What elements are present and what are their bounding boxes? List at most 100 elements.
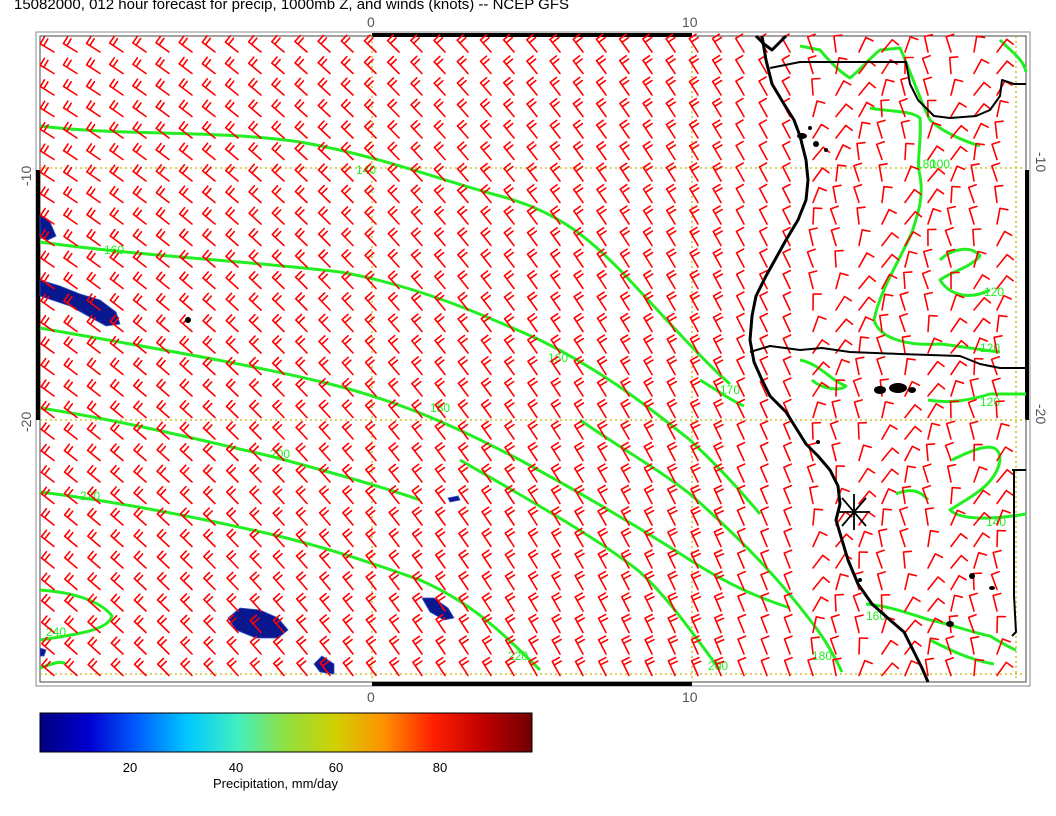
wind-barb — [224, 77, 239, 96]
wind-barb — [248, 356, 262, 376]
wind-barb — [690, 613, 702, 634]
wind-barb — [479, 98, 492, 118]
wind-barb — [950, 380, 965, 397]
wind-barb — [155, 292, 170, 311]
wind-barb — [39, 207, 55, 225]
wind-barb — [620, 377, 631, 397]
wind-barb — [642, 226, 654, 247]
wind-barb — [904, 640, 922, 655]
wind-barb — [688, 162, 700, 182]
wind-barb — [202, 357, 216, 376]
wind-barb — [317, 120, 331, 139]
wind-barb — [619, 205, 630, 225]
wind-barb — [249, 442, 262, 462]
wind-barb — [179, 485, 193, 505]
wind-barb — [388, 485, 400, 505]
wind-barb — [666, 420, 678, 440]
wind-barb — [225, 249, 239, 268]
wind-barb — [318, 399, 331, 419]
wind-barb — [62, 78, 78, 96]
wind-barb — [950, 574, 967, 591]
wind-barbs — [39, 33, 1015, 677]
wind-barb — [858, 275, 877, 290]
wind-barb — [783, 484, 793, 505]
wind-barb — [735, 140, 745, 161]
wind-barb — [108, 35, 124, 53]
wind-barb — [480, 420, 492, 440]
wind-barb — [410, 248, 423, 268]
wind-barb — [713, 463, 724, 483]
wind-barb — [319, 635, 331, 655]
wind-barb — [40, 465, 55, 483]
wind-barb — [620, 570, 632, 591]
wind-barb — [388, 420, 400, 440]
wind-barb — [248, 271, 262, 290]
wind-barb — [758, 205, 768, 225]
wind-barb — [271, 34, 285, 53]
wind-barb — [480, 248, 492, 268]
wind-barb — [551, 613, 562, 634]
wind-barb — [317, 77, 331, 96]
wind-barb — [950, 145, 968, 161]
precip-blob-3 — [227, 607, 289, 639]
wind-barb — [835, 124, 853, 139]
wind-barb — [573, 205, 584, 225]
wind-barb — [109, 228, 124, 247]
wind-barb — [901, 485, 912, 505]
wind-barb — [927, 167, 946, 182]
wind-barb — [666, 484, 678, 505]
wind-barb — [619, 119, 630, 139]
precip-blob-6 — [447, 495, 461, 503]
wind-barb — [133, 593, 147, 612]
wind-barb — [411, 549, 423, 569]
wind-barb — [737, 570, 746, 591]
wind-barb — [551, 549, 562, 569]
wind-barb — [527, 334, 538, 354]
wind-barb — [340, 184, 354, 204]
wind-barb — [110, 486, 124, 505]
contour-label-100: 100 — [930, 157, 950, 171]
wind-barb — [688, 54, 699, 75]
contour-240 — [39, 588, 114, 642]
wind-barb — [666, 398, 678, 419]
wind-barb — [782, 291, 792, 311]
wind-barb — [272, 421, 285, 440]
wind-barb — [364, 270, 377, 290]
wind-barb — [434, 313, 446, 333]
wind-barb — [881, 401, 894, 419]
wind-barb — [596, 162, 607, 182]
wind-barb — [903, 271, 913, 290]
wind-barb — [132, 99, 147, 118]
wind-barb — [179, 571, 193, 591]
wind-barb — [295, 442, 308, 462]
wind-barb — [272, 485, 285, 505]
wind-barb — [133, 636, 147, 655]
wind-barb — [759, 248, 768, 268]
wind-barb — [155, 35, 170, 53]
wind-barb — [782, 248, 791, 268]
wind-barb — [973, 489, 991, 505]
wind-barb — [689, 312, 700, 333]
wind-barb — [225, 485, 239, 505]
wind-barb — [712, 269, 724, 290]
wind-barb — [527, 377, 538, 397]
wind-barb — [295, 506, 308, 526]
wind-barb — [155, 78, 170, 96]
wind-barb — [364, 292, 377, 311]
wind-barb — [858, 101, 875, 118]
wind-barb — [133, 421, 147, 440]
wind-barb — [62, 164, 78, 182]
wind-barb — [363, 34, 377, 53]
wind-barb — [457, 334, 469, 354]
wind-barb — [202, 442, 216, 462]
wind-barb — [835, 103, 854, 118]
wind-barb — [643, 463, 655, 483]
wind-barb — [991, 377, 1001, 397]
wind-barb — [203, 614, 216, 634]
wind-barb — [858, 637, 869, 655]
wind-barb — [342, 592, 354, 612]
wind-barb — [549, 33, 561, 53]
wind-barb — [387, 270, 400, 290]
wind-barb — [781, 54, 791, 75]
wind-barb — [878, 163, 888, 182]
